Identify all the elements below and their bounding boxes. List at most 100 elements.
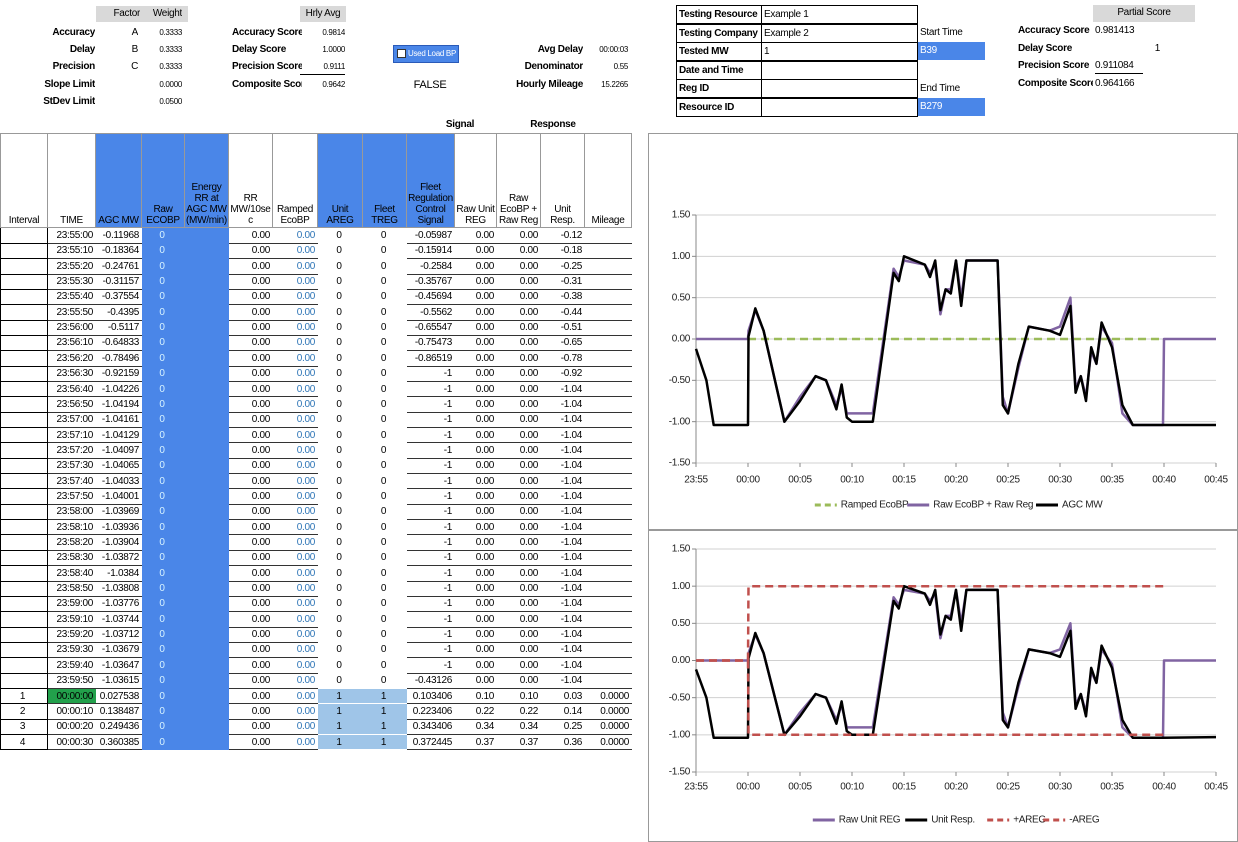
y-tick-label: -1.00 [669,729,691,740]
table-cell [0,627,48,643]
table-cell: 0.00 [497,658,541,674]
table-cell: 0.00 [273,520,318,536]
table-cell: 0 [380,291,387,303]
table-cell [0,396,48,413]
resource-value: Example 1 [762,5,918,24]
flag: FALSE [413,79,447,91]
x-tick-label: 00:00 [736,782,760,793]
table-cell: 0 [380,444,387,456]
table-cell: 0.0000 [585,719,632,736]
table-cell: 23:56:00 [48,320,96,336]
table-cell: 0.00 [455,289,497,306]
table-cell: 23:57:30 [48,458,96,475]
table-cell: 0.00 [455,596,497,613]
table-cell: 0 [142,642,185,659]
table-cell: 23:59:50 [48,673,96,689]
series-line [696,584,1165,662]
column-header: Fleet TREG [363,133,407,228]
table-cell: 0 [380,414,387,426]
table-cell: 0.00 [273,642,318,659]
table-cell: 0.00 [497,305,541,321]
table-cell: 0 [142,274,185,290]
table-cell [585,566,632,582]
table-cell: -0.75473 [407,335,455,352]
table-cell: 0 [380,552,387,564]
table-cell: 23:55:00 [48,228,96,244]
table-cell: 23:56:50 [48,397,96,413]
factor-code: A [131,27,138,38]
table-cell [585,397,632,413]
table-cell [0,228,48,244]
table-cell: 0 [336,306,342,318]
table-cell: 0.00 [497,274,541,290]
table-cell: 0 [380,352,387,364]
table-cell [185,458,229,475]
y-tick-label: 1.00 [672,581,691,592]
table-cell: 0.00 [229,581,273,597]
table-cell: 0.25 [541,719,585,736]
checkbox[interactable]: Used Load BP [393,45,459,63]
table-cell [185,581,229,597]
header-band [1093,5,1195,22]
table-cell: 0 [142,504,185,521]
x-tick-label: 00:25 [996,475,1020,486]
table-cell: -1.04 [541,658,585,674]
table-cell: -1.03936 [96,520,142,536]
table-cell: 0 [142,289,185,306]
table-cell [0,488,48,505]
table-cell [0,657,48,674]
table-cell: 0.00 [497,566,541,582]
table-cell [0,258,48,275]
table-cell: 0.00 [497,289,541,306]
table-cell: 0 [142,258,185,275]
table-cell: 0.00 [497,520,541,536]
table-cell: 23:56:10 [48,335,96,352]
table-cell: 0.00 [273,489,318,505]
table-cell: 0 [380,475,387,487]
table-cell: 0.00 [497,335,541,352]
table-cell: 0 [142,657,185,674]
table-cell [185,396,229,413]
x-tick-label: 00:20 [944,782,968,793]
table-cell [185,258,229,275]
table-cell [185,642,229,659]
table-cell: 0.00 [273,719,318,736]
table-cell [585,274,632,290]
checkbox-box[interactable] [397,49,406,59]
legend-label: Raw Unit REG [839,815,901,826]
table-cell: -1 [407,366,455,382]
table-cell: 0 [336,460,342,472]
table-cell: 0.00 [229,428,273,444]
table-cell: -1.04 [541,550,585,567]
table-cell: 0 [336,276,342,288]
table-cell: 0 [336,567,342,579]
table-cell: 0 [142,565,185,582]
checkbox-label[interactable]: Used Load BP [408,49,456,58]
header-band [300,6,346,22]
legend-label: Ramped EcoBP [841,500,909,511]
x-tick-label: 00:35 [1100,475,1124,486]
table-cell: -0.92 [541,366,585,382]
table-cell: 0.00 [273,735,318,751]
table-cell [0,366,48,382]
table-cell: -0.92159 [96,366,142,382]
table-cell: -1.04 [541,520,585,536]
table-cell: 0.00 [455,305,497,321]
table-cell: -0.31 [541,274,585,290]
table-cell [185,427,229,444]
table-cell: 0.00 [273,658,318,674]
table-cell: 0 [142,734,185,751]
x-tick-label: 23:55 [684,782,708,793]
table-cell: 0.00 [497,259,541,275]
table-cell: -0.65547 [407,320,455,336]
table-cell [585,305,632,321]
table-cell: 0.00 [229,458,273,475]
table-cell: 0 [380,659,387,671]
table-cell: -1 [407,489,455,505]
stat-label: Denominator [524,61,583,72]
table-cell: 0 [336,444,342,456]
table-cell: 0.00 [229,305,273,321]
table-cell: 0.00 [455,443,497,459]
table-cell: 0 [380,276,387,288]
table-cell: 00:00:20 [48,719,96,736]
